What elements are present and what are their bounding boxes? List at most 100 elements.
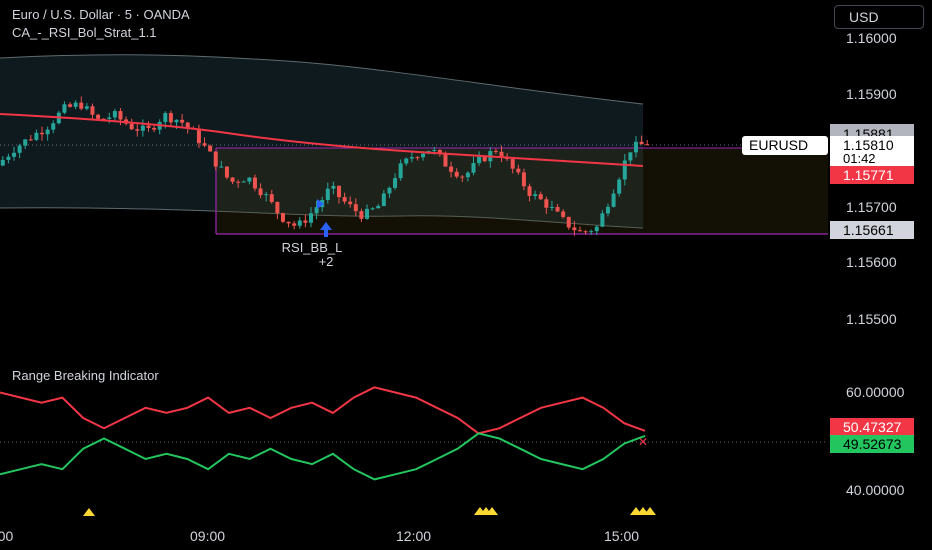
candle[interactable] [208,145,213,152]
candle[interactable] [527,186,532,196]
candle[interactable] [79,102,84,109]
candle[interactable] [118,111,123,120]
candle[interactable] [443,154,448,167]
candle[interactable] [432,149,437,151]
candle[interactable] [269,194,274,202]
candle[interactable] [73,102,78,107]
candle[interactable] [521,172,526,187]
candle[interactable] [236,181,241,183]
candle[interactable] [549,206,554,208]
candle[interactable] [40,132,45,135]
candle[interactable] [174,119,179,123]
candle[interactable] [365,208,370,219]
candle[interactable] [264,194,269,196]
candle[interactable] [376,206,381,209]
candle[interactable] [23,139,28,146]
candle[interactable] [572,227,577,231]
candle[interactable] [577,230,582,232]
candle[interactable] [112,111,117,118]
candle[interactable] [224,166,229,178]
candle[interactable] [241,181,246,183]
candle[interactable] [90,106,95,115]
candle[interactable] [51,123,56,130]
candle[interactable] [393,178,398,188]
candle[interactable] [589,231,594,233]
candle[interactable] [583,231,588,233]
candle[interactable] [622,160,627,180]
candle[interactable] [600,213,605,227]
candle[interactable] [28,139,33,141]
candle[interactable] [493,151,498,153]
candle[interactable] [140,125,145,131]
candle[interactable] [499,151,504,158]
candle[interactable] [252,177,257,189]
candle[interactable] [387,187,392,194]
candle[interactable] [404,158,409,164]
indicator-title[interactable]: Range Breaking Indicator [12,368,159,383]
candle[interactable] [639,141,644,145]
candle[interactable] [533,194,538,196]
candle[interactable] [292,223,297,226]
range-box[interactable] [216,148,828,234]
candle[interactable] [314,207,319,214]
candle[interactable] [213,151,218,167]
candle[interactable] [398,163,403,179]
candle[interactable] [17,145,22,153]
candle[interactable] [628,152,633,161]
candle[interactable] [303,220,308,223]
candle[interactable] [297,220,302,226]
candle[interactable] [308,213,313,223]
candle[interactable] [381,193,386,207]
candle[interactable] [230,177,235,182]
candle[interactable] [342,197,347,202]
candle[interactable] [337,185,342,198]
strategy-name[interactable]: CA_-_RSI_Bol_Strat_1.1 [12,25,157,40]
candle[interactable] [129,123,134,130]
candle[interactable] [617,179,622,194]
candle[interactable] [331,185,336,189]
candle[interactable] [84,106,89,109]
candle[interactable] [219,166,224,168]
candle[interactable] [135,129,140,131]
candle[interactable] [107,117,112,119]
candle[interactable] [482,156,487,162]
candle[interactable] [633,141,638,153]
candle[interactable] [370,208,375,210]
symbol-title[interactable]: Euro / U.S. Dollar · 5 · OANDA [12,7,190,22]
candle[interactable] [196,129,201,144]
currency-button[interactable]: USD [834,5,924,29]
candle[interactable] [516,168,521,173]
candle[interactable] [409,157,414,159]
candle[interactable] [353,204,358,212]
candle[interactable] [605,206,610,214]
candle[interactable] [538,194,543,200]
candle[interactable] [275,201,280,214]
candle[interactable] [202,143,207,146]
candle[interactable] [168,113,173,123]
candle[interactable] [594,226,599,232]
candle[interactable] [555,206,560,212]
candle[interactable] [68,104,73,107]
candle[interactable] [146,125,151,129]
candle[interactable] [0,159,5,166]
candle[interactable] [348,201,353,205]
candle[interactable] [34,132,39,140]
candle[interactable] [645,144,650,146]
candle[interactable] [286,221,291,224]
candle[interactable] [62,104,67,113]
candle[interactable] [477,156,482,164]
candle[interactable] [611,193,616,207]
long-entry-marker[interactable]: RSI_BB_L +2 [282,199,343,269]
candle[interactable] [415,157,420,159]
candle[interactable] [96,114,101,119]
candle[interactable] [454,171,459,177]
candle[interactable] [185,122,190,129]
candle[interactable] [325,188,330,200]
candle[interactable] [471,163,476,173]
candle[interactable] [544,199,549,208]
candle[interactable] [449,166,454,172]
candle[interactable] [280,213,285,222]
candle[interactable] [510,159,515,169]
candle[interactable] [152,128,157,130]
